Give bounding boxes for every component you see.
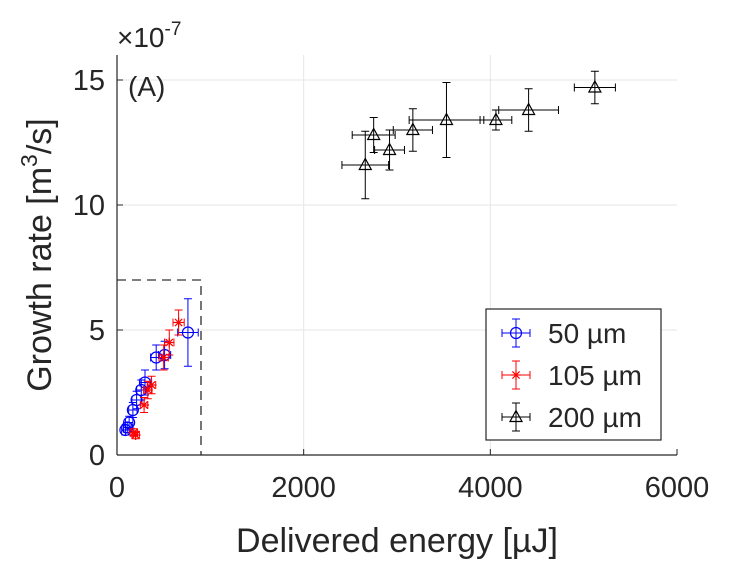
legend-entry: 200 µm — [501, 402, 642, 433]
data-point — [341, 130, 390, 200]
marker-triangle — [405, 122, 420, 136]
y-tick-label: 5 — [89, 315, 105, 347]
legend-label: 200 µm — [548, 402, 642, 433]
x-tick-label: 4000 — [458, 472, 523, 504]
error-bar — [124, 415, 134, 430]
y-tick-label: 0 — [89, 440, 105, 472]
legend-marker-asterisk — [511, 370, 521, 380]
data-point — [392, 108, 433, 152]
error-bar — [392, 108, 433, 152]
error-bar — [374, 129, 405, 171]
data-point — [573, 70, 616, 105]
error-bar — [341, 130, 390, 200]
x-axis-label: Delivered energy [µJ] — [236, 522, 558, 560]
marker-triangle — [366, 127, 381, 141]
zoom-box — [117, 279, 202, 455]
x-tick-label: 6000 — [645, 472, 710, 504]
marker-asterisk — [130, 430, 141, 440]
data-point — [374, 129, 405, 171]
data-point — [123, 415, 136, 430]
marker-triangle — [521, 102, 536, 116]
y-axis-label-prefix: Growth rate [m — [21, 167, 59, 392]
marker-triangle — [488, 112, 503, 126]
legend-marker-triangle — [508, 409, 524, 423]
series-circle — [119, 298, 199, 437]
marker-triangle — [587, 79, 602, 93]
marker-circle — [181, 326, 195, 339]
series-asterisk — [128, 309, 185, 440]
data-series — [119, 70, 616, 440]
exponent-base: ×10 — [117, 22, 165, 53]
data-point — [172, 309, 185, 336]
error-bar — [573, 70, 616, 105]
marker-asterisk — [158, 352, 169, 363]
data-point — [126, 402, 139, 418]
marker-asterisk — [164, 337, 175, 348]
marker-asterisk — [139, 400, 150, 410]
x-tick-label: 0 — [109, 472, 125, 504]
data-point — [130, 430, 141, 440]
exponent-power: -7 — [165, 19, 182, 40]
y-axis-label-suffix: /s] — [21, 118, 59, 154]
legend-entry: 50 µm — [501, 318, 626, 349]
data-point — [146, 375, 157, 395]
data-point — [164, 329, 175, 356]
marker-triangle — [358, 157, 373, 171]
marker-asterisk — [173, 317, 184, 328]
panel-label: (A) — [128, 71, 165, 102]
data-point — [177, 298, 199, 367]
marker-asterisk — [146, 380, 157, 390]
legend-label: 50 µm — [548, 318, 626, 349]
data-point — [150, 344, 163, 371]
legend-marker-circle — [509, 326, 523, 340]
x-tick-label: 2000 — [271, 472, 336, 504]
data-point — [479, 109, 513, 131]
y-tick-label: 10 — [73, 190, 105, 222]
y-axis-label: Growth rate [m3/s] — [16, 118, 59, 392]
marker-asterisk — [142, 385, 153, 395]
y-axis-label-sup: 3 — [16, 154, 42, 167]
data-point — [139, 397, 150, 413]
y-tick-label: 15 — [73, 65, 105, 97]
data-point — [408, 82, 485, 158]
data-point — [351, 117, 396, 153]
error-bar — [498, 88, 559, 132]
error-bar — [177, 298, 199, 367]
zoom-box-outline — [117, 279, 202, 455]
marker-triangle — [382, 142, 397, 156]
legend: 50 µm 105 µm 200 µm — [485, 308, 662, 441]
axis-exponent-label: ×10-7 — [117, 19, 181, 53]
data-point — [498, 88, 559, 132]
legend-entry: 105 µm — [501, 360, 642, 391]
marker-triangle — [439, 112, 454, 126]
data-point — [142, 380, 153, 400]
axes: 0 2000 4000 6000 0 5 10 15 — [73, 55, 710, 504]
legend-label: 105 µm — [548, 360, 642, 391]
series-triangle — [341, 70, 616, 200]
error-bar — [351, 117, 396, 153]
